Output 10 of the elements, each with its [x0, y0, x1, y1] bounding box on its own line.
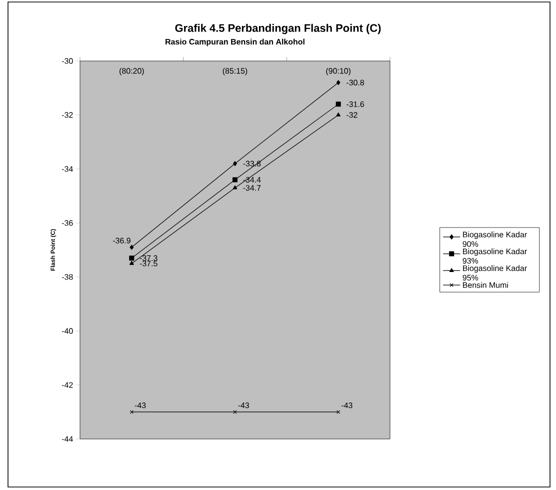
point — [336, 112, 341, 116]
point — [130, 244, 134, 250]
point — [233, 161, 237, 166]
point — [336, 80, 340, 86]
point — [129, 256, 134, 261]
chart-title: Grafik 4.5 Perbandingan Flash Point (C) — [175, 24, 381, 34]
point — [232, 177, 238, 182]
point — [232, 185, 238, 190]
point — [336, 102, 341, 107]
point — [129, 260, 134, 265]
